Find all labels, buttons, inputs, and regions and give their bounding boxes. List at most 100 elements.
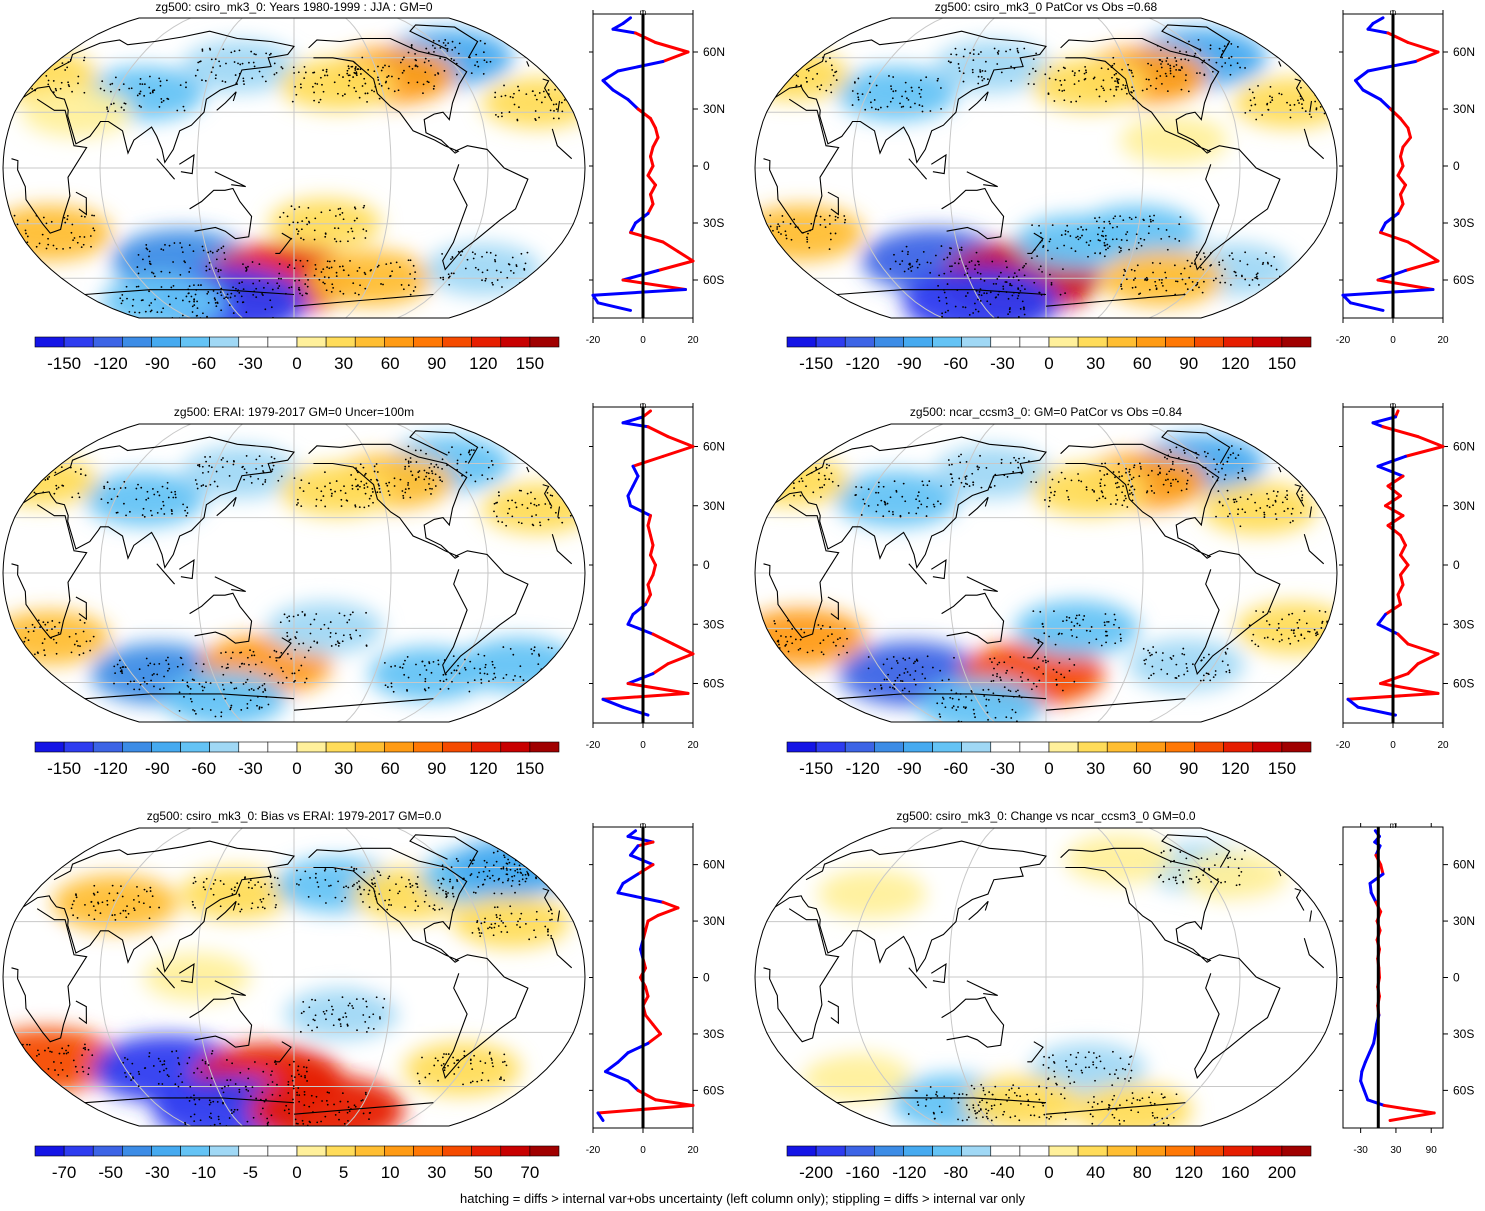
stipple-dot bbox=[1188, 276, 1191, 279]
stipple-dot bbox=[87, 1073, 90, 1076]
stipple-dot bbox=[328, 267, 331, 270]
stipple-dot bbox=[110, 498, 113, 501]
stipple-dot bbox=[362, 466, 365, 469]
stipple-dot bbox=[795, 74, 798, 77]
stipple-dot bbox=[1244, 111, 1247, 114]
stipple-dot bbox=[355, 74, 358, 77]
colorbar-swatch bbox=[180, 1145, 210, 1157]
stipple-dot bbox=[1102, 79, 1105, 82]
stipple-dot bbox=[953, 1092, 956, 1095]
stipple-dot bbox=[1116, 226, 1119, 228]
stipple-dot bbox=[1058, 661, 1061, 664]
stipple-dot bbox=[320, 628, 322, 631]
stipple-dot bbox=[1075, 1063, 1077, 1066]
coastline bbox=[216, 900, 237, 921]
stipple-dot bbox=[904, 500, 907, 503]
stipple-dot bbox=[362, 998, 365, 1000]
colorbar-tick-label: 90 bbox=[1179, 354, 1198, 373]
coastline bbox=[409, 24, 479, 59]
stipple-dot bbox=[161, 1083, 164, 1085]
stipple-dot bbox=[555, 851, 558, 854]
stipple-dot bbox=[557, 117, 560, 120]
stipple-dot bbox=[297, 230, 300, 233]
stipple-dot bbox=[253, 290, 256, 293]
profile-segment bbox=[649, 145, 655, 158]
stipple-dot bbox=[337, 208, 340, 210]
stipple-dot bbox=[311, 85, 314, 88]
stipple-dot bbox=[221, 683, 224, 686]
stipple-dot bbox=[998, 700, 1001, 703]
stipple-dot bbox=[1219, 281, 1222, 284]
stipple-dot bbox=[271, 1081, 274, 1083]
stipple-dot bbox=[1168, 470, 1171, 473]
stipple-dot bbox=[1101, 1100, 1103, 1103]
stipple-dot bbox=[901, 260, 904, 262]
stipple-dot bbox=[815, 214, 818, 217]
stipple-dot bbox=[977, 1104, 980, 1107]
stipple-dot bbox=[990, 1105, 993, 1107]
stipple-dot bbox=[26, 235, 29, 238]
stipple-dot bbox=[67, 83, 70, 86]
stipple-dot bbox=[1171, 463, 1174, 465]
stipple-dot bbox=[1137, 242, 1140, 244]
stipple-dot bbox=[877, 485, 880, 488]
stipple-dot bbox=[167, 1075, 170, 1078]
anomaly-blob bbox=[279, 463, 396, 517]
stipple-dot bbox=[962, 55, 965, 58]
stipple-dot bbox=[902, 482, 905, 485]
stipple-dot bbox=[550, 647, 553, 650]
stipple-dot bbox=[277, 287, 280, 289]
stipple-dot bbox=[338, 74, 341, 76]
stipple-dot bbox=[144, 268, 146, 271]
stipple-dot bbox=[909, 263, 911, 266]
stipple-dot bbox=[1130, 478, 1133, 481]
stipple-dot bbox=[867, 488, 870, 491]
stipple-dot bbox=[379, 1017, 381, 1020]
stipple-dot bbox=[1157, 473, 1160, 476]
stipple-dot bbox=[514, 869, 517, 872]
stipple-dot bbox=[439, 57, 442, 60]
stipple-dot bbox=[1004, 281, 1007, 283]
stipple-dot bbox=[441, 907, 444, 910]
stipple-dot bbox=[458, 42, 461, 45]
stipple-dot bbox=[1194, 52, 1197, 55]
stipple-dot bbox=[951, 697, 954, 700]
stipple-dot bbox=[526, 507, 529, 509]
stipple-dot bbox=[445, 890, 447, 893]
stipple-dot bbox=[983, 77, 986, 80]
stipple-dot bbox=[255, 53, 257, 56]
stipple-dot bbox=[1179, 874, 1181, 877]
stipple-dot bbox=[356, 888, 359, 891]
stipple-dot bbox=[1315, 107, 1318, 110]
stipple-dot bbox=[1120, 639, 1122, 642]
stipple-dot bbox=[534, 94, 537, 97]
stipple-dot bbox=[219, 879, 222, 882]
stipple-dot bbox=[912, 662, 915, 665]
stipple-dot bbox=[296, 869, 298, 872]
stipple-dot bbox=[133, 688, 136, 691]
stipple-dot bbox=[1202, 656, 1205, 659]
stipple-dot bbox=[208, 1099, 211, 1102]
stipple-dot bbox=[1101, 462, 1103, 465]
stipple-dot bbox=[227, 1084, 230, 1087]
stipple-dot bbox=[941, 702, 944, 705]
stipple-dot bbox=[775, 630, 778, 633]
stipple-dot bbox=[974, 716, 976, 719]
stipple-dot bbox=[14, 644, 17, 647]
stipple-dot bbox=[401, 58, 404, 61]
stipple-dot bbox=[1145, 276, 1148, 279]
stipple-dot bbox=[314, 263, 317, 266]
stipple-dot bbox=[296, 503, 298, 506]
stipple-dot bbox=[1021, 671, 1024, 674]
stipple-dot bbox=[962, 706, 965, 708]
stipple-dot bbox=[195, 662, 198, 665]
stipple-dot bbox=[332, 286, 335, 289]
stipple-dot bbox=[450, 258, 452, 261]
stipple-dot bbox=[273, 62, 276, 65]
stipple-dot bbox=[442, 889, 444, 892]
stipple-dot bbox=[536, 870, 539, 873]
stipple-dot bbox=[1019, 676, 1022, 678]
stipple-dot bbox=[15, 493, 18, 496]
stipple-dot bbox=[222, 688, 225, 691]
stipple-dot bbox=[1033, 248, 1036, 251]
